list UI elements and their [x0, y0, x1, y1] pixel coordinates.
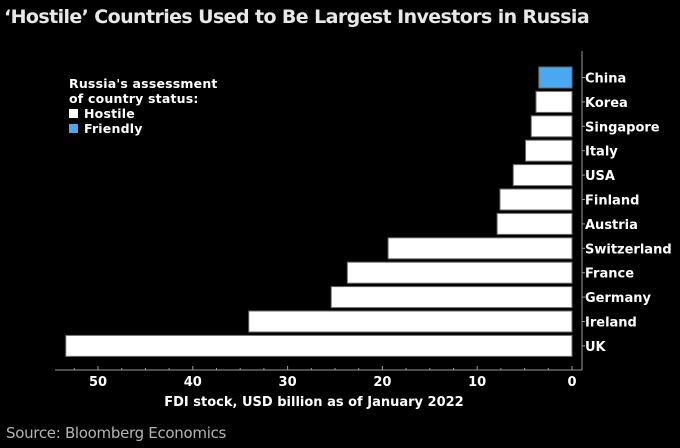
- legend-entry-friendly: Friendly: [69, 121, 218, 136]
- bar-germany: [330, 286, 573, 309]
- legend-label-hostile: Hostile: [84, 106, 135, 121]
- bar-france: [346, 261, 573, 284]
- bar-ireland: [248, 310, 573, 333]
- bar-korea: [535, 90, 573, 113]
- bar-switzerland: [387, 237, 573, 260]
- legend-label-friendly: Friendly: [84, 121, 143, 136]
- x-tick-label: 20: [373, 375, 391, 390]
- category-label-korea: Korea: [585, 96, 628, 111]
- bar-usa: [512, 164, 573, 187]
- category-label-finland: Finland: [585, 194, 639, 209]
- category-label-singapore: Singapore: [585, 120, 660, 135]
- bar-finland: [499, 188, 573, 211]
- source-note: Source: Bloomberg Economics: [6, 424, 227, 442]
- legend-title-line-1: Russia's assessment: [69, 76, 218, 91]
- bar-singapore: [530, 115, 573, 138]
- category-label-germany: Germany: [585, 291, 651, 306]
- category-label-uk: UK: [585, 340, 607, 355]
- category-label-china: China: [585, 72, 626, 87]
- bar-austria: [496, 212, 573, 235]
- bar-uk: [65, 334, 573, 357]
- legend-swatch-friendly: [69, 124, 78, 133]
- x-tick-label: 30: [279, 375, 297, 390]
- category-label-usa: USA: [585, 169, 615, 184]
- category-label-france: France: [585, 267, 634, 282]
- x-tick-label: 40: [184, 375, 202, 390]
- chart-title: ‘Hostile’ Countries Used to Be Largest I…: [4, 6, 590, 28]
- category-label-austria: Austria: [585, 218, 638, 233]
- legend: Russia's assessment of country status: H…: [69, 76, 218, 136]
- category-label-switzerland: Switzerland: [585, 242, 672, 257]
- legend-entry-hostile: Hostile: [69, 106, 218, 121]
- x-tick-label: 50: [89, 375, 107, 390]
- x-tick-label: 10: [468, 375, 486, 390]
- legend-swatch-hostile: [69, 109, 78, 118]
- legend-title-line-2: of country status:: [69, 91, 199, 106]
- x-tick-label: 0: [567, 375, 576, 390]
- bar-italy: [525, 139, 573, 162]
- bar-china: [538, 66, 573, 89]
- category-label-italy: Italy: [585, 145, 618, 160]
- x-axis-title: FDI stock, USD billion as of January 202…: [164, 395, 463, 410]
- category-label-ireland: Ireland: [585, 316, 637, 331]
